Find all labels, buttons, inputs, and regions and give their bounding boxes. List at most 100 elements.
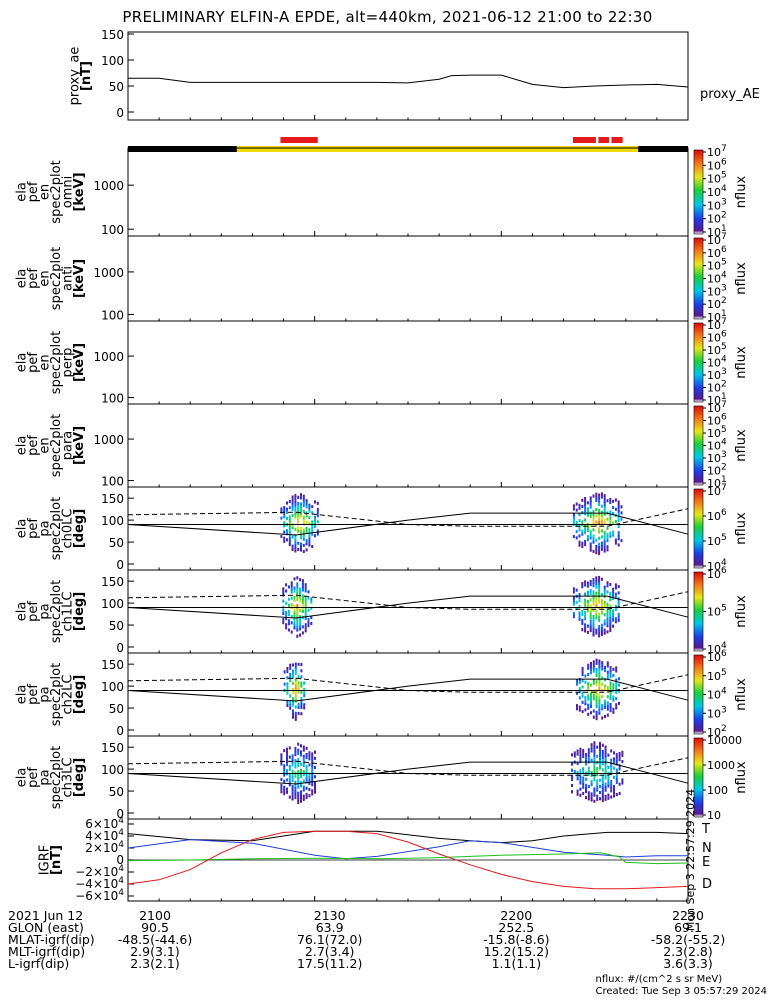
pitch-angle-cell	[307, 624, 310, 628]
pitch-angle-cell	[571, 774, 573, 778]
pitch-angle-cell	[595, 695, 598, 699]
pitch-angle-cell	[609, 619, 612, 623]
anti-ytick-label: 100	[101, 308, 124, 322]
pitch-angle-cell	[300, 781, 302, 785]
pitch-angle-cell	[601, 759, 604, 763]
para-colorbar-title: nflux	[734, 429, 749, 462]
pitch-angle-cell	[582, 755, 585, 759]
pitch-angle-cell	[613, 794, 615, 798]
pitch-angle-cell	[595, 520, 598, 524]
pitch-angle-cell	[614, 620, 617, 624]
pitch-angle-cell	[601, 676, 604, 680]
pitch-angle-cell	[593, 769, 596, 773]
omni-ytick-label: 1000	[93, 179, 124, 193]
pitch-angle-cell	[598, 659, 601, 663]
pitch-angle-cell	[288, 783, 291, 787]
pitch-angle-cell	[598, 585, 601, 589]
pitch-angle-cell	[598, 705, 601, 709]
pitch-angle-cell	[293, 617, 296, 621]
pitch-angle-cell	[297, 794, 300, 798]
pitch-angle-cell	[614, 617, 617, 621]
pitch-angle-cell	[606, 602, 609, 606]
pitch-angle-cell	[296, 582, 299, 586]
pitch-angle-cell	[311, 773, 314, 777]
pitch-angle-cell	[302, 537, 305, 541]
pitch-angle-cell	[614, 538, 617, 542]
pitch-angle-cell	[288, 518, 291, 522]
pitch-angle-cell	[314, 534, 316, 538]
pitch-angle-cell	[584, 509, 587, 513]
pitch-angle-cell	[302, 785, 305, 789]
ch1-ytick-label: 50	[109, 619, 124, 633]
pitch-angle-cell	[614, 592, 617, 596]
pitch-angle-cell	[294, 681, 297, 685]
pitch-angle-cell	[286, 778, 288, 782]
pitch-angle-cell	[311, 505, 314, 509]
pitch-angle-cell	[582, 782, 585, 786]
ch1-colorbar-title: nflux	[734, 595, 749, 628]
pitch-angle-cell	[291, 769, 294, 773]
pitch-angle-cell	[585, 759, 587, 763]
ch1-ytick-label: 0	[116, 641, 124, 655]
pitch-angle-cell	[578, 534, 581, 538]
pitch-angle-cell	[285, 589, 288, 593]
pitch-angle-cell	[601, 786, 604, 790]
pitch-angle-cell	[618, 791, 621, 795]
footer-notes: nflux: #/(cm^2 s sr MeV) Created: Tue Se…	[596, 974, 768, 998]
footer-row: MLAT-igrf(dip)	[8, 932, 95, 947]
pitch-angle-cell	[302, 534, 305, 538]
pitch-angle-cell	[292, 709, 294, 713]
pitch-angle-cell	[291, 778, 294, 782]
para-colorbar-label: 104	[707, 438, 727, 453]
para-colorbar-label: 103	[707, 450, 727, 465]
proxy-ae-frame	[127, 31, 689, 121]
ch3-colorbar-title: nflux	[734, 761, 749, 794]
pitch-angle-cell	[601, 777, 604, 781]
pitch-angle-cell	[615, 687, 618, 691]
pitch-angle-cell	[578, 617, 581, 621]
pitch-angle-cell	[596, 767, 599, 771]
pitch-angle-cell	[584, 583, 587, 587]
proxy-ae-ytick-label: 0	[116, 106, 124, 120]
pitch-angle-cell	[584, 626, 587, 630]
pitch-angle-cell	[581, 541, 584, 545]
pitch-angle-cell	[584, 598, 587, 602]
pitch-angle-cell	[304, 623, 307, 627]
pitch-angle-cell	[590, 795, 593, 799]
pitch-angle-cell	[286, 760, 288, 764]
pitch-angle-cell	[595, 551, 598, 555]
pitch-angle-cell	[590, 783, 593, 787]
pitch-angle-cell	[578, 680, 581, 684]
pitch-angle-cell	[301, 606, 304, 610]
pitch-angle-cell	[294, 746, 297, 750]
pitch-angle-cell	[300, 775, 302, 779]
pitch-angle-cell	[609, 613, 612, 617]
pitch-angle-cell	[282, 621, 285, 625]
pitch-angle-cell	[578, 512, 581, 516]
igrf-legend-E: E	[702, 855, 710, 870]
pitch-angle-cell	[589, 499, 592, 503]
pitch-angle-cell	[601, 753, 604, 757]
pitch-angle-cell	[595, 544, 598, 548]
pitch-angle-cell	[304, 583, 307, 587]
pitch-angle-cell	[596, 770, 599, 774]
pitch-angle-cell	[598, 631, 601, 635]
pitch-angle-cell	[592, 581, 595, 585]
pitch-angle-cell	[581, 618, 584, 622]
pitch-angle-cell	[288, 746, 291, 750]
pitch-angle-cell	[592, 494, 595, 498]
pitch-angle-cell	[598, 681, 601, 685]
pitch-angle-cell	[581, 673, 584, 677]
pitch-angle-cell	[294, 696, 297, 700]
pitch-angle-cell	[300, 753, 302, 757]
pitch-angle-cell	[589, 625, 592, 629]
pitch-angle-cell	[603, 540, 606, 544]
pitch-angle-cell	[294, 503, 297, 507]
ch2-colorbar-label: 106	[707, 649, 727, 664]
pitch-angle-cell	[614, 541, 617, 545]
pitch-angle-cell	[584, 512, 587, 516]
ch2-ylabel-line: ch2LC	[60, 675, 75, 715]
pitch-angle-cell	[576, 777, 579, 781]
pitch-angle-cell	[603, 613, 606, 617]
pitch-angle-cell	[592, 578, 595, 582]
